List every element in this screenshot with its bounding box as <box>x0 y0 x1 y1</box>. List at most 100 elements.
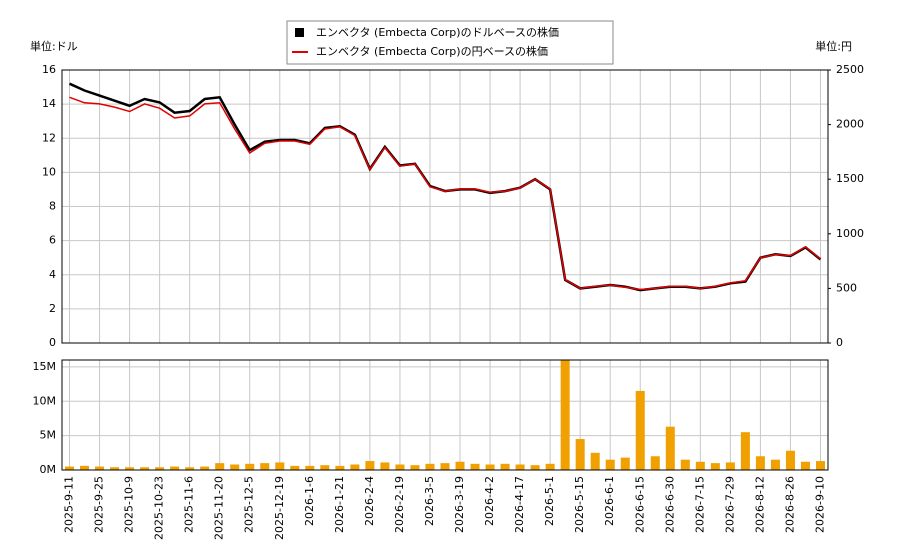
volume-bar <box>500 463 510 470</box>
volume-bar <box>380 462 390 470</box>
volume-bar <box>695 461 705 470</box>
x-tick-label: 2026-1-6 <box>303 476 316 526</box>
y-tick-label: 10M <box>33 394 57 407</box>
volume-bar <box>305 465 315 470</box>
volume-bar <box>155 467 165 470</box>
x-tick-label: 2025-11-20 <box>213 476 226 540</box>
volume-bar <box>815 461 825 470</box>
volume-bar <box>515 464 525 470</box>
y-tick-label: 4 <box>49 268 56 281</box>
x-tick-label: 2026-4-17 <box>513 476 526 533</box>
volume-bar <box>170 466 180 470</box>
y-tick-label: 0 <box>49 336 56 349</box>
volume-bar <box>665 426 675 470</box>
volume-bar <box>560 360 570 470</box>
volume-bar <box>350 464 360 470</box>
plot-frame <box>61 69 829 344</box>
volume-bar <box>185 467 195 470</box>
volume-bar <box>230 464 240 470</box>
volume-bar <box>365 461 375 470</box>
volume-bar <box>395 464 405 470</box>
x-tick-label: 2026-3-19 <box>453 476 466 533</box>
x-tick-label: 2026-8-12 <box>753 476 766 533</box>
volume-bar <box>485 464 495 470</box>
legend-label: エンベクタ (Embecta Corp)のドルベースの株価 <box>316 25 559 39</box>
x-tick-label: 2026-7-29 <box>723 476 736 533</box>
volume-bar <box>290 465 300 470</box>
volume-bar <box>590 452 600 470</box>
volume-bar <box>800 461 810 470</box>
y2-tick-label: 1500 <box>836 172 864 185</box>
x-tick-label: 2026-4-2 <box>483 476 496 526</box>
x-tick-label: 2026-9-10 <box>813 476 826 533</box>
volume-bar <box>95 466 105 470</box>
volume-bar <box>545 463 555 470</box>
y2-tick-label: 2000 <box>836 118 864 131</box>
x-tick-label: 2025-12-19 <box>273 476 286 540</box>
x-tick-label: 2025-10-23 <box>153 476 166 540</box>
volume-bar <box>470 463 480 470</box>
volume-bar <box>755 456 765 470</box>
volume-bar <box>110 467 120 470</box>
x-tick-label: 2026-7-15 <box>693 476 706 533</box>
volume-bar <box>65 466 75 470</box>
volume-bar <box>770 459 780 470</box>
x-tick-label: 2026-3-5 <box>423 476 436 526</box>
volume-bar <box>425 463 435 470</box>
volume-bar <box>440 463 450 470</box>
y-tick-label: 5M <box>40 429 57 442</box>
x-tick-label: 2026-8-26 <box>783 476 796 533</box>
volume-bar <box>620 457 630 470</box>
volume-bar <box>260 463 270 470</box>
y2-tick-label: 2500 <box>836 63 864 76</box>
volume-bar <box>80 465 90 470</box>
x-tick-label: 2025-11-6 <box>183 476 196 533</box>
x-tick-label: 2025-12-5 <box>243 476 256 533</box>
x-tick-label: 2026-5-1 <box>543 476 556 526</box>
y-tick-label: 2 <box>49 302 56 315</box>
y-tick-label: 12 <box>42 131 56 144</box>
volume-bar <box>650 456 660 470</box>
volume-bar <box>725 462 735 470</box>
volume-bar <box>635 390 645 470</box>
volume-bar <box>140 467 150 470</box>
x-tick-label: 2025-9-25 <box>93 476 106 533</box>
y2-tick-label: 0 <box>836 336 843 349</box>
y2-tick-label: 1000 <box>836 227 864 240</box>
left-unit: 単位:ドル <box>30 39 78 53</box>
price-line <box>69 96 821 291</box>
x-tick-label: 2026-5-15 <box>573 476 586 533</box>
volume-bar <box>410 465 420 470</box>
legend: エンベクタ (Embecta Corp)のドルベースの株価 エンベクタ (Emb… <box>286 20 614 65</box>
y-tick-label: 8 <box>49 200 56 213</box>
y-tick-label: 0M <box>40 463 57 476</box>
right-unit: 単位:円 <box>815 39 852 53</box>
volume-bar <box>530 465 540 470</box>
volume-bar <box>680 459 690 470</box>
volume-bar <box>710 463 720 470</box>
volume-bar <box>245 463 255 470</box>
legend-box <box>286 20 614 65</box>
x-tick-label: 2026-6-30 <box>663 476 676 533</box>
volume-bar <box>455 461 465 470</box>
legend-swatch <box>295 28 304 37</box>
y2-tick-label: 500 <box>836 281 857 294</box>
volume-bar <box>200 466 210 470</box>
x-tick-label: 2026-6-1 <box>603 476 616 526</box>
volume-bar <box>785 450 795 470</box>
volume-bar <box>125 467 135 470</box>
volume-bar <box>335 465 345 470</box>
y-tick-label: 10 <box>42 165 56 178</box>
y-tick-label: 15M <box>33 360 57 373</box>
volume-bar <box>575 439 585 470</box>
x-tick-label: 2026-6-15 <box>633 476 646 533</box>
x-tick-label: 2025-10-9 <box>123 476 136 533</box>
x-tick-label: 2026-2-19 <box>393 476 406 533</box>
volume-bar <box>605 459 615 470</box>
x-tick-label: 2025-9-11 <box>63 476 76 533</box>
legend-label: エンベクタ (Embecta Corp)の円ベースの株価 <box>316 44 548 58</box>
volume-bar <box>740 432 750 470</box>
volume-bar <box>215 463 225 470</box>
plot-frame <box>61 359 829 471</box>
